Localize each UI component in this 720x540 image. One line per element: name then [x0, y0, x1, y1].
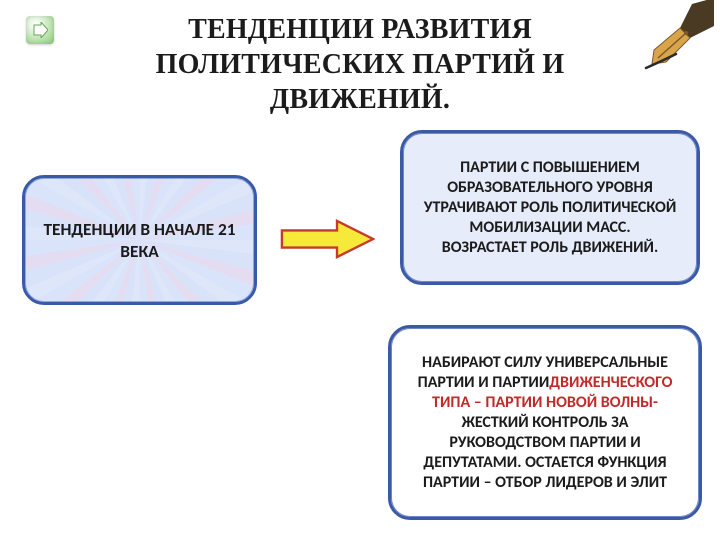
slide-title-wrap: ТЕНДЕНЦИИ РАЗВИТИЯ ПОЛИТИЧЕСКИХ ПАРТИЙ И…: [0, 12, 720, 117]
right-bottom-box: НАБИРАЮТ СИЛУ УНИВЕРСАЛЬНЫЕ ПАРТИИ И ПАР…: [388, 325, 702, 520]
arrow-right-icon: [280, 219, 375, 259]
left-tendencies-text: ТЕНДЕНЦИИ В НАЧАЛЕ 21 ВЕКА: [35, 218, 244, 262]
right-top-text: ПАРТИИ С ПОВЫШЕНИЕМ ОБРАЗОВАТЕЛЬНОГО УРО…: [417, 158, 683, 258]
slide-title: ТЕНДЕНЦИИ РАЗВИТИЯ ПОЛИТИЧЕСКИХ ПАРТИЙ И…: [70, 12, 650, 117]
right-bottom-line2: ЖЕСТКИЙ КОНТРОЛЬ ЗА РУКОВОДСТВОМ ПАРТИИ …: [423, 413, 667, 492]
right-top-box: ПАРТИИ С ПОВЫШЕНИЕМ ОБРАЗОВАТЕЛЬНОГО УРО…: [400, 130, 700, 285]
left-tendencies-box: ТЕНДЕНЦИИ В НАЧАЛЕ 21 ВЕКА: [22, 175, 257, 305]
